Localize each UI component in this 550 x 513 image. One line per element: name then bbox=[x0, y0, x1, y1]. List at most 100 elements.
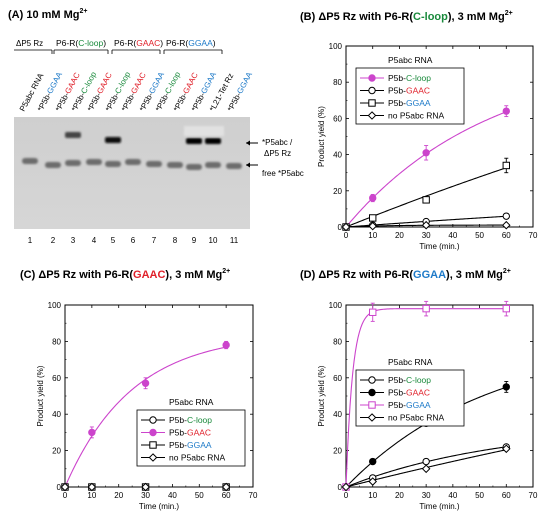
chart-c-ytick-label-20: 20 bbox=[52, 447, 61, 456]
chart-c-ytick-label-0: 0 bbox=[57, 483, 62, 492]
chart-d-legend-marker-2 bbox=[368, 388, 376, 397]
gel-lane-number-2: 2 bbox=[51, 236, 56, 245]
gel-group-label-2: P6-R(GAAC) bbox=[114, 38, 163, 48]
gel-lane-number-9: 9 bbox=[192, 236, 197, 245]
chart-b-title: (B) ΔP5 Rz with P6-R(C-loop), 3 mM Mg2+ bbox=[300, 10, 513, 23]
chart-d-ytick-label-20: 20 bbox=[333, 447, 342, 456]
chart-b-legend-label-2: P5b-GAAC bbox=[388, 86, 430, 96]
chart-c-series-2-point-2 bbox=[88, 428, 96, 437]
chart-c-xtick-label-50: 50 bbox=[195, 491, 204, 500]
chart-b-legend-marker-4 bbox=[367, 111, 377, 120]
gel-free-band-6 bbox=[125, 159, 141, 165]
gel-lane-number-10: 10 bbox=[209, 236, 218, 245]
gel-complex-band-3 bbox=[186, 138, 202, 144]
chart-d-xlabel: Time (min.) bbox=[419, 502, 459, 511]
chart-b-xtick-label-20: 20 bbox=[395, 231, 404, 240]
gel-free-band-8 bbox=[167, 162, 183, 168]
chart-d-xtick-label-70: 70 bbox=[529, 491, 538, 500]
chart-d-series-2-point-2 bbox=[369, 457, 377, 466]
chart-c-series-4-point-4 bbox=[221, 482, 231, 492]
gel-free-band-4 bbox=[86, 159, 102, 165]
gel-smear bbox=[184, 126, 224, 136]
chart-b-series-3-point-3 bbox=[422, 196, 430, 204]
chart-b-legend-label-1: P5b-C-loop bbox=[388, 73, 431, 83]
chart-c-legend-label-4: no P5abc RNA bbox=[169, 453, 226, 463]
chart-b-xtick-label-60: 60 bbox=[502, 231, 511, 240]
chart-d-legend-label-3: P5b-GGAA bbox=[388, 400, 431, 410]
panel-c-chart: (C) ΔP5 Rz with P6-R(GAAC), 3 mM Mg2+ 0 10… bbox=[20, 268, 258, 511]
chart-d-xtick-label-0: 0 bbox=[344, 491, 349, 500]
chart-c-xtick-label-0: 0 bbox=[63, 491, 68, 500]
chart-b-series-1-point-3 bbox=[422, 149, 430, 157]
chart-d-series-1-point-3 bbox=[422, 457, 430, 466]
chart-c-xtick-label-60: 60 bbox=[222, 491, 231, 500]
chart-b-legend-marker-1 bbox=[368, 74, 376, 82]
chart-b-series-1-curve bbox=[345, 111, 507, 228]
chart-b-legend-label-3: P5b-GGAA bbox=[388, 98, 431, 108]
gel-group-label-3: P6-R(GGAA) bbox=[166, 38, 216, 48]
chart-c-series-4-point-1 bbox=[60, 482, 70, 492]
gel-lane-number-6: 6 bbox=[131, 236, 136, 245]
gel-complex-label-2: ΔP5 Rz bbox=[264, 149, 291, 158]
chart-b-series-4 bbox=[341, 220, 511, 232]
chart-c-legend-title: P5abc RNA bbox=[169, 397, 214, 407]
chart-d-title: (D) ΔP5 Rz with P6-R(GGAA), 3 mM Mg2+ bbox=[300, 268, 511, 281]
gel-lane-number-4: 4 bbox=[92, 236, 97, 245]
chart-b-legend-marker-3 bbox=[368, 99, 376, 107]
chart-b-legend-title: P5abc RNA bbox=[388, 55, 433, 65]
chart-b-series-1-point-4 bbox=[502, 107, 510, 115]
chart-b-series-4-point-4 bbox=[501, 220, 511, 230]
chart-d-ytick-label-60: 60 bbox=[333, 374, 342, 383]
gel-group-label-1: P6-R(C-loop) bbox=[56, 38, 106, 48]
chart-c-series-2-point-3 bbox=[141, 379, 150, 387]
chart-c-series-4-point-2 bbox=[87, 482, 97, 492]
chart-c-xtick-label-20: 20 bbox=[114, 491, 123, 500]
gel-lane-number-3: 3 bbox=[71, 236, 76, 245]
chart-d-xtick-label-30: 30 bbox=[422, 491, 431, 500]
panel-a-gel: (A) 10 mM Mg2+ ΔP5 Rz P6-R(C-loop) P6-R(G… bbox=[8, 8, 304, 245]
chart-c-xlabel: Time (min.) bbox=[139, 502, 179, 511]
chart-b-ytick-label-60: 60 bbox=[333, 114, 342, 123]
chart-c-ytick-label-40: 40 bbox=[52, 410, 61, 419]
gel-bands bbox=[22, 126, 242, 170]
chart-d-legend-marker-3 bbox=[368, 401, 376, 409]
chart-b-series-3-point-4 bbox=[502, 161, 510, 170]
chart-c-legend-marker-2 bbox=[149, 428, 157, 437]
chart-d-legend-title: P5abc RNA bbox=[388, 357, 433, 367]
chart-b-series-4-point-3 bbox=[421, 220, 431, 230]
gel-free-band-11 bbox=[226, 163, 242, 169]
chart-b-series-4-point-1 bbox=[341, 222, 351, 232]
chart-d-series-4-point-2 bbox=[368, 477, 378, 486]
gel-free-band-9 bbox=[186, 164, 202, 170]
chart-c-legend-label-3: P5b-GGAA bbox=[169, 440, 212, 450]
chart-c-ytick-label-80: 80 bbox=[52, 337, 61, 346]
gel-title: (A) 10 mM Mg2+ bbox=[8, 8, 87, 21]
chart-b-ylabel: Product yield (%) bbox=[317, 106, 326, 167]
chart-c-xtick-label-70: 70 bbox=[249, 491, 258, 500]
gel-free-band-5 bbox=[105, 161, 121, 167]
chart-b-series-3-point-2 bbox=[369, 214, 377, 222]
chart-d-legend-label-1: P5b-C-loop bbox=[388, 375, 431, 385]
chart-c-ytick-label-60: 60 bbox=[52, 374, 61, 383]
gel-lane-labels: P5abc RNA*P5b-GGAA*P5b-GAAC*P5b-C-loop*P… bbox=[18, 70, 255, 113]
chart-d-legend-label-4: no P5abc RNA bbox=[388, 413, 445, 423]
chart-b-legend-label-4: no P5abc RNA bbox=[388, 111, 445, 121]
chart-b-xtick-label-70: 70 bbox=[529, 231, 538, 240]
chart-c-legend-label-1: P5b-C-loop bbox=[169, 415, 212, 425]
chart-d-ytick-label-80: 80 bbox=[333, 337, 342, 346]
chart-d-ytick-label-0: 0 bbox=[338, 483, 343, 492]
gel-lane-numbers: 1 2 3 4 5 6 7 8 9 10 11 bbox=[28, 236, 239, 245]
chart-b-ytick-label-100: 100 bbox=[329, 42, 343, 51]
chart-b-xtick-label-50: 50 bbox=[475, 231, 484, 240]
gel-group-labels: P6-R(C-loop) P6-R(GAAC) P6-R(GGAA) bbox=[53, 38, 223, 54]
chart-d-series-2-point-4 bbox=[502, 383, 510, 391]
chart-b-ytick-label-40: 40 bbox=[333, 151, 342, 160]
chart-b-xlabel: Time (min.) bbox=[419, 242, 459, 251]
gel-free-band-2 bbox=[45, 162, 61, 168]
gel-lane-number-7: 7 bbox=[152, 236, 157, 245]
chart-d-xtick-label-50: 50 bbox=[475, 491, 484, 500]
chart-d-series-4 bbox=[341, 444, 511, 492]
chart-d-xtick-label-20: 20 bbox=[395, 491, 404, 500]
chart-c-xtick-label-10: 10 bbox=[87, 491, 96, 500]
chart-c-legend-marker-1 bbox=[149, 416, 157, 424]
